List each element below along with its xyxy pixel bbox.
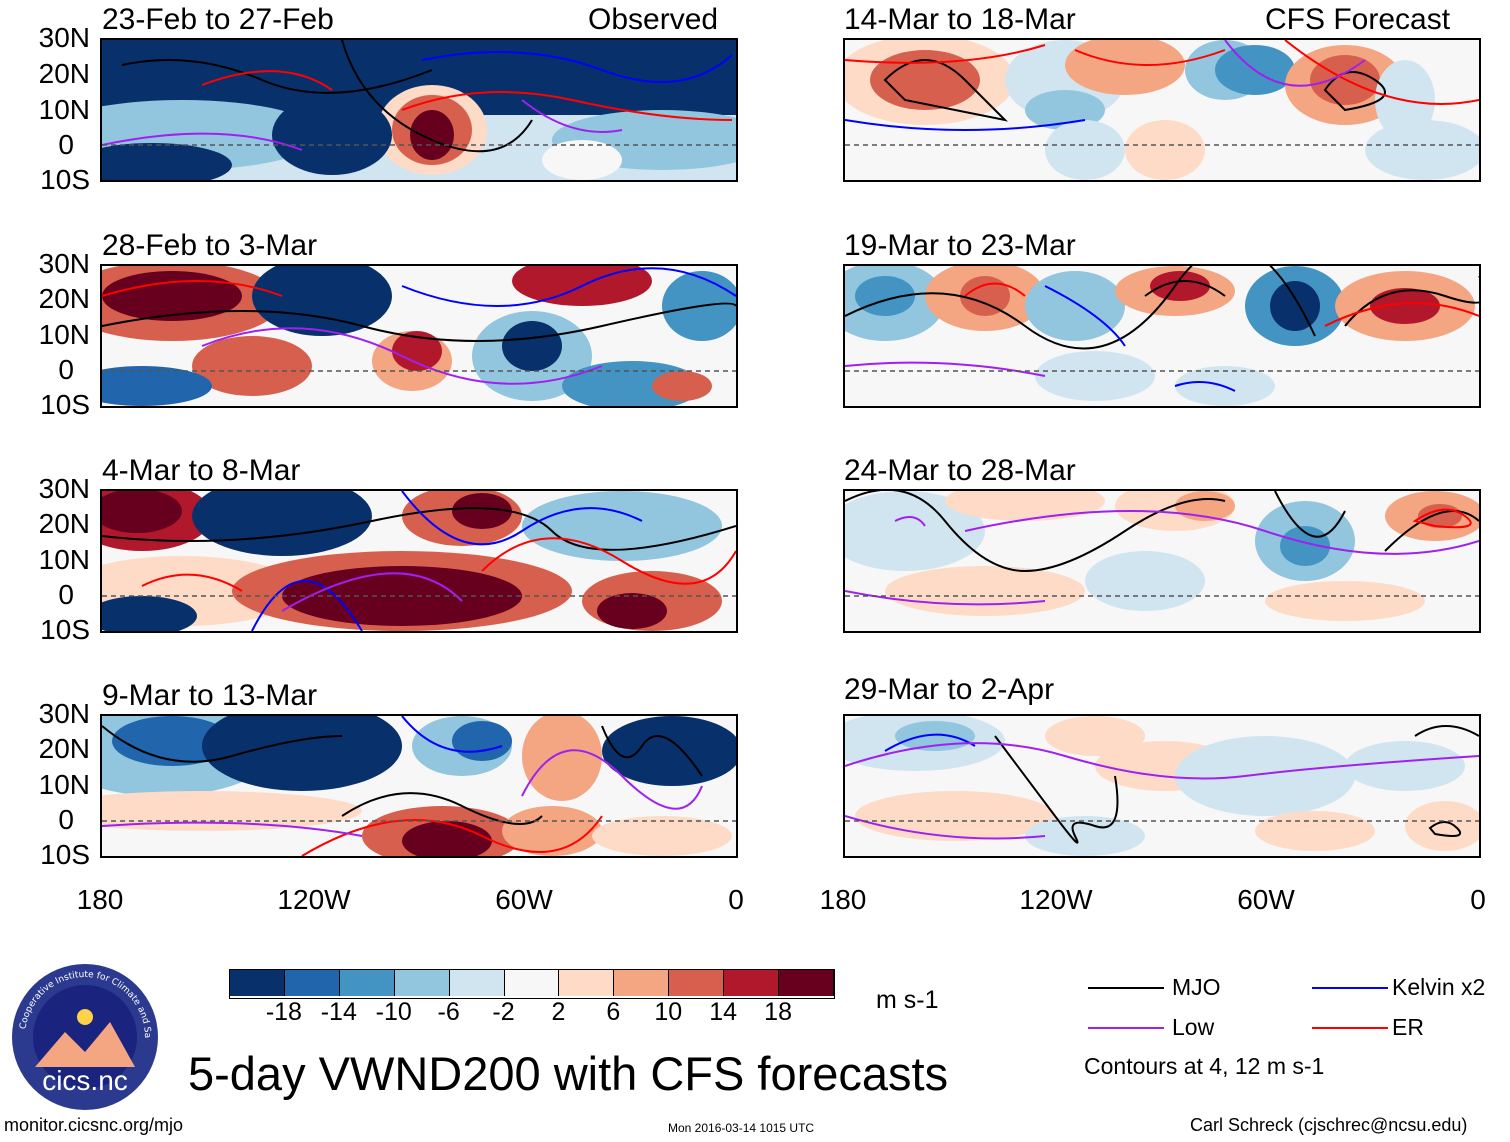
lat-tick: 0	[58, 579, 74, 610]
colorbar-tick-label: -6	[437, 998, 460, 1026]
legend-contour-note: Contours at 4, 12 m s-1	[1084, 1053, 1325, 1079]
panel-title: 14-Mar to 18-Mar	[844, 3, 1076, 36]
legend-label-er: ER	[1392, 1014, 1424, 1040]
footer-timestamp: Mon 2016-03-14 1015 UTC	[668, 1121, 815, 1135]
lon-tick: 180	[76, 884, 124, 915]
footer-url[interactable]: monitor.cicsnc.org/mjo	[4, 1115, 184, 1135]
legend-label-low: Low	[1172, 1014, 1215, 1040]
legend-label-kelvin: Kelvin x2	[1392, 974, 1486, 1000]
panel-title: 9-Mar to 13-Mar	[102, 679, 318, 712]
legend-line-mjo	[1088, 987, 1164, 989]
lon-tick: 0	[728, 884, 744, 915]
colorbar-cell	[394, 970, 450, 996]
lat-tick: 10S	[40, 164, 90, 195]
colorbar-ticks: -18 -14 -10 -6 -2 2 6 10 14 18	[0, 1000, 900, 1030]
legend-line-low	[1088, 1027, 1164, 1029]
colorbar-tick-label: 18	[764, 998, 792, 1026]
map-panel	[100, 264, 738, 408]
panel-title: 19-Mar to 23-Mar	[844, 229, 1076, 262]
lon-tick: 60W	[1237, 884, 1295, 915]
legend-line-kelvin	[1312, 987, 1388, 989]
colorbar-cell	[449, 970, 505, 996]
panel-title: 24-Mar to 28-Mar	[844, 454, 1076, 487]
legend-line-er	[1312, 1027, 1388, 1029]
colorbar-tick-label: -14	[320, 998, 357, 1026]
lat-tick: 10N	[38, 544, 90, 575]
lat-tick: 10S	[40, 614, 90, 645]
lat-tick: 30N	[38, 22, 90, 53]
colorbar	[229, 969, 835, 999]
colorbar-tick-label: 6	[606, 998, 621, 1026]
panel-title: 23-Feb to 27-Feb	[102, 3, 334, 36]
map-panel	[843, 264, 1481, 408]
colorbar-tick-label: 10	[654, 998, 683, 1026]
colorbar-cell	[559, 970, 615, 996]
colorbar-cell	[230, 970, 285, 996]
footer-author: Carl Schreck (cjschrec@ncsu.edu)	[1190, 1115, 1468, 1135]
lat-tick: 20N	[38, 733, 90, 764]
panel-title: 28-Feb to 3-Mar	[102, 229, 318, 262]
map-panel	[843, 489, 1481, 633]
lat-tick: 10N	[38, 769, 90, 800]
lat-tick: 0	[58, 804, 74, 835]
lat-tick: 10S	[40, 839, 90, 870]
lon-tick: 60W	[495, 884, 553, 915]
map-panel	[843, 714, 1481, 858]
colorbar-tick-label: 14	[709, 998, 738, 1026]
panel-title: 29-Mar to 2-Apr	[844, 673, 1055, 706]
lat-tick: 30N	[38, 248, 90, 279]
lat-tick: 30N	[38, 473, 90, 504]
colorbar-tick-label: -10	[375, 998, 412, 1026]
colorbar-cell	[504, 970, 560, 996]
lat-tick: 20N	[38, 508, 90, 539]
legend-label-mjo: MJO	[1172, 974, 1221, 1000]
colorbar-cell	[614, 970, 670, 996]
colorbar-cell	[284, 970, 340, 996]
lon-tick: 0	[1470, 884, 1486, 915]
map-panel	[100, 38, 738, 182]
map-panel	[843, 38, 1481, 182]
forecast-label: CFS Forecast	[1265, 3, 1451, 36]
map-panel	[100, 489, 738, 633]
map-panel	[100, 714, 738, 858]
lon-tick: 180	[819, 884, 867, 915]
colorbar-cell	[724, 970, 780, 996]
left-column: Observed 23-Feb to 27-Feb 30N 20N 10N 0 …	[0, 0, 755, 914]
colorbar-tick-label: 2	[551, 998, 566, 1026]
main-title: 5-day VWND200 with CFS forecasts	[188, 1047, 949, 1100]
colorbar-tick-label: -2	[492, 998, 515, 1026]
logo-name: cics.nc	[42, 1065, 128, 1096]
colorbar-tick-label: -18	[265, 998, 302, 1026]
lat-tick: 20N	[38, 283, 90, 314]
lon-tick: 120W	[277, 884, 351, 915]
lat-tick: 10S	[40, 389, 90, 420]
observed-label: Observed	[588, 3, 719, 36]
colorbar-units: m s-1	[876, 986, 939, 1014]
lon-tick: 120W	[1019, 884, 1093, 915]
right-column: CFS Forecast 14-Mar to 18-Mar	[820, 3, 1486, 914]
lat-tick: 10N	[38, 94, 90, 125]
lat-tick: 30N	[38, 698, 90, 729]
colorbar-cell	[779, 970, 834, 996]
lat-tick: 20N	[38, 58, 90, 89]
panel-title: 4-Mar to 8-Mar	[102, 454, 301, 487]
lat-tick: 0	[58, 354, 74, 385]
cics-logo: Cooperative Institute for Climate and Sa…	[7, 955, 160, 1112]
colorbar-cell	[339, 970, 395, 996]
lat-tick: 0	[58, 129, 74, 160]
lat-tick: 10N	[38, 319, 90, 350]
colorbar-cell	[669, 970, 725, 996]
